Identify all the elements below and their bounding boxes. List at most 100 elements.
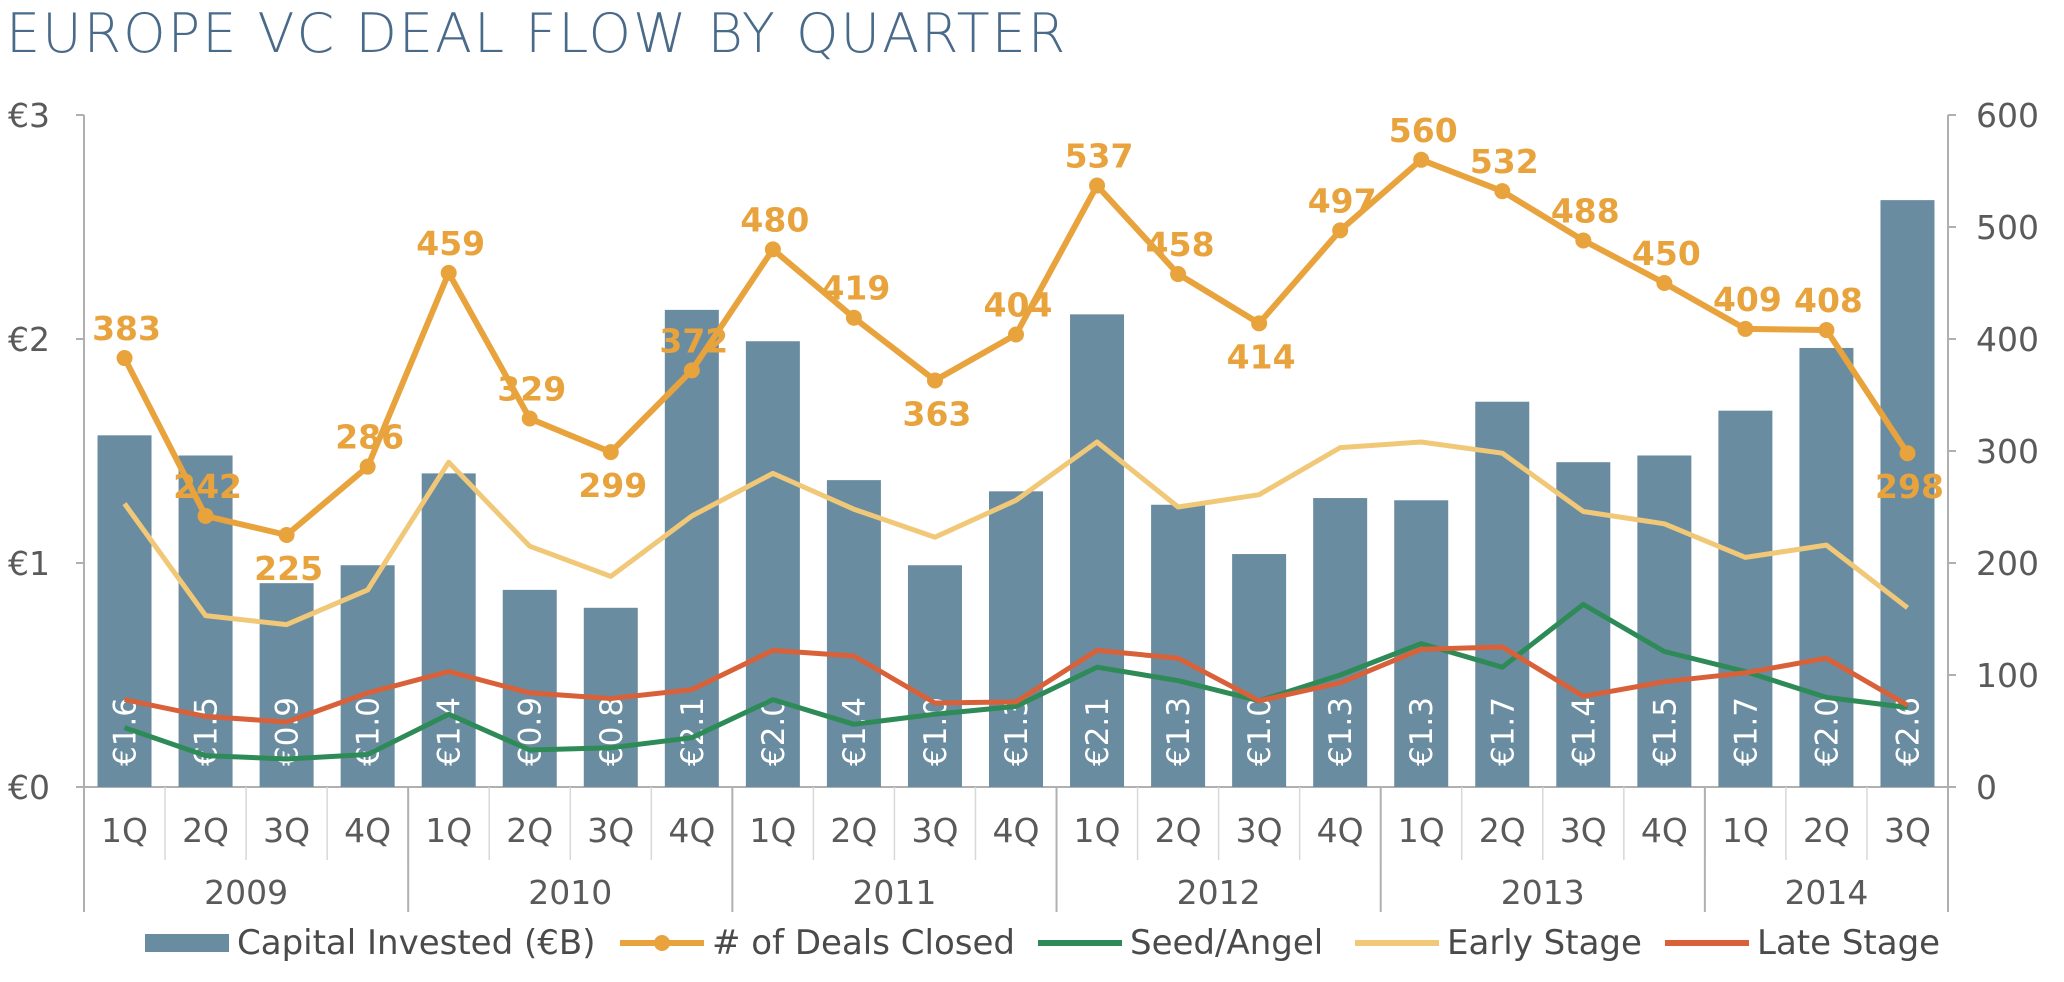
year-label: 2010	[528, 873, 612, 912]
deals-closed-point	[116, 350, 133, 367]
quarter-label: 2Q	[1803, 811, 1850, 850]
deals-closed-label: 488	[1551, 191, 1620, 230]
deals-closed-label: 298	[1875, 467, 1944, 506]
deals-closed-label: 404	[984, 286, 1053, 325]
deals-closed-point	[1170, 266, 1187, 283]
deals-closed-point	[1899, 445, 1916, 462]
left-tick-label: €3	[8, 96, 50, 135]
right-tick-label: 0	[1976, 768, 1997, 807]
capital-bar-label: €1.0	[918, 697, 954, 766]
capital-bar-label: €1.4	[837, 697, 873, 766]
quarter-label: 1Q	[749, 811, 796, 850]
left-tick-label: €1	[8, 544, 50, 583]
capital-bar-label: €1.3	[1323, 697, 1359, 766]
quarter-label: 1Q	[101, 811, 148, 850]
deals-closed-label: 537	[1065, 137, 1134, 176]
capital-bar	[1637, 455, 1692, 787]
quarter-label: 1Q	[425, 811, 472, 850]
quarter-label: 3Q	[263, 811, 310, 850]
deals-closed-label: 299	[578, 466, 647, 505]
quarter-label: 3Q	[1560, 811, 1607, 850]
deals-closed-label: 286	[335, 418, 404, 457]
deals-closed-point	[1251, 315, 1268, 332]
capital-bar	[1799, 347, 1854, 787]
quarter-label: 4Q	[993, 811, 1040, 850]
quarter-label: 1Q	[1722, 811, 1769, 850]
capital-bar-label: €1.3	[1161, 697, 1197, 766]
deals-closed-point	[440, 264, 457, 281]
year-label: 2012	[1177, 873, 1261, 912]
year-label: 2009	[204, 873, 288, 912]
quarter-label: 4Q	[1641, 811, 1688, 850]
capital-bar	[421, 473, 476, 787]
deals-closed-label: 480	[740, 200, 809, 239]
capital-bar-label: €0.9	[270, 697, 306, 766]
deals-closed-point	[845, 309, 862, 326]
deals-closed-label: 225	[254, 549, 323, 588]
legend-label: Capital Invested (€B)	[237, 923, 595, 963]
right-tick-label: 500	[1976, 208, 2039, 247]
capital-bar-label: €1.3	[1404, 697, 1440, 766]
capital-bar	[826, 480, 881, 787]
capital-bar-label: €2.0	[1809, 697, 1845, 766]
capital-bar-label: €2.1	[1080, 697, 1116, 766]
right-tick-label: 200	[1976, 544, 2039, 583]
capital-bar-label: €1.5	[1647, 697, 1683, 766]
quarter-label: 3Q	[587, 811, 634, 850]
quarter-label: 1Q	[1398, 811, 1445, 850]
capital-bar	[1718, 410, 1773, 787]
deals-closed-label: 497	[1308, 181, 1377, 220]
deals-closed-point	[359, 458, 376, 475]
quarter-label: 3Q	[911, 811, 958, 850]
capital-bar	[745, 341, 800, 787]
left-tick-label: €2	[8, 320, 50, 359]
quarter-label: 2Q	[1155, 811, 1202, 850]
quarter-label: 2Q	[506, 811, 553, 850]
capital-bar-label: €2.0	[756, 697, 792, 766]
quarter-label: 1Q	[1074, 811, 1121, 850]
quarter-label: 2Q	[1479, 811, 1526, 850]
right-tick-label: 600	[1976, 96, 2039, 135]
quarter-label: 2Q	[182, 811, 229, 850]
capital-bar	[1151, 504, 1206, 787]
deals-closed-label: 383	[92, 309, 161, 348]
legend-label: # of Deals Closed	[712, 923, 1015, 963]
quarter-label: 4Q	[344, 811, 391, 850]
deals-closed-label: 408	[1794, 281, 1863, 320]
deals-closed-label: 242	[173, 467, 242, 506]
deals-closed-label: 372	[659, 321, 728, 360]
legend-label: Seed/Angel	[1130, 923, 1323, 963]
legend-label: Early Stage	[1447, 923, 1642, 963]
capital-bar	[907, 565, 962, 787]
legend-label: Late Stage	[1757, 923, 1940, 963]
capital-bar-label: €1.7	[1485, 697, 1521, 766]
deals-closed-point	[1575, 232, 1592, 249]
right-tick-label: 100	[1976, 656, 2039, 695]
quarter-label: 4Q	[668, 811, 715, 850]
deals-closed-point	[683, 362, 700, 379]
deals-closed-point	[197, 507, 214, 524]
capital-bar	[1232, 554, 1287, 787]
deals-closed-point	[1818, 322, 1835, 339]
year-label: 2011	[852, 873, 936, 912]
deals-closed-point	[1332, 222, 1349, 239]
deals-closed-point	[1656, 275, 1673, 291]
early-stage-line	[122, 439, 1910, 628]
capital-bar	[1880, 200, 1935, 787]
capital-bar	[1313, 498, 1368, 787]
deals-closed-label: 409	[1713, 280, 1782, 319]
deals-closed-label: 458	[1146, 225, 1215, 264]
chart-title: EUROPE VC DEAL FLOW BY QUARTER	[6, 2, 1068, 65]
deals-closed-point	[278, 527, 295, 543]
deals-closed-label: 532	[1470, 142, 1539, 181]
capital-bar	[340, 565, 395, 787]
deals-closed-point	[521, 410, 538, 427]
capital-bar-label: €0.8	[594, 697, 630, 766]
late-stage-line	[123, 644, 1909, 725]
deals-closed-label: 560	[1389, 111, 1458, 150]
deals-closed-point	[602, 444, 619, 461]
capital-bar-label: €1.4	[1566, 697, 1602, 766]
capital-bar-label: €1.4	[432, 697, 468, 766]
deals-closed-point	[1494, 183, 1511, 200]
right-tick-label: 400	[1976, 320, 2039, 359]
